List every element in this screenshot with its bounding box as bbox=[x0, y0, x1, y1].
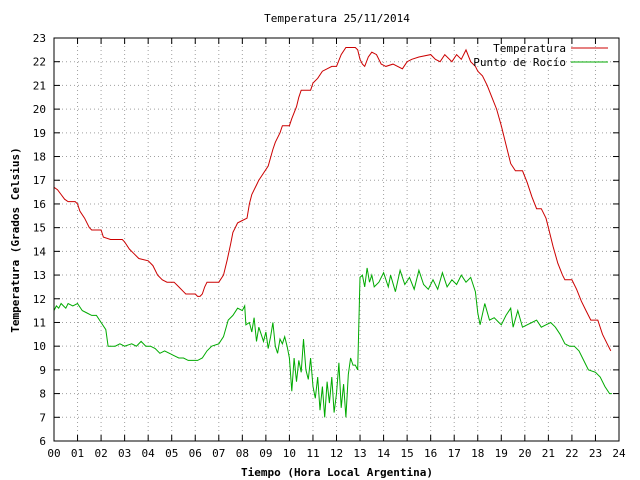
x-tick-label: 00 bbox=[47, 447, 60, 460]
x-tick-label: 23 bbox=[589, 447, 602, 460]
x-tick-label: 19 bbox=[495, 447, 508, 460]
x-tick-label: 15 bbox=[401, 447, 414, 460]
y-tick-label: 11 bbox=[33, 316, 46, 329]
y-tick-label: 12 bbox=[33, 293, 46, 306]
y-tick-label: 9 bbox=[39, 364, 46, 377]
y-tick-label: 6 bbox=[39, 435, 46, 448]
y-tick-label: 16 bbox=[33, 198, 46, 211]
y-tick-label: 7 bbox=[39, 411, 46, 424]
y-tick-label: 14 bbox=[33, 245, 47, 258]
x-tick-label: 12 bbox=[330, 447, 343, 460]
x-tick-label: 10 bbox=[283, 447, 296, 460]
legend-label: Punto de Rocío bbox=[473, 56, 566, 69]
series-line-temperatura bbox=[53, 47, 612, 352]
x-tick-label: 03 bbox=[118, 447, 131, 460]
chart-title: Temperatura 25/11/2014 bbox=[264, 12, 410, 25]
x-tick-label: 07 bbox=[212, 447, 225, 460]
y-tick-label: 21 bbox=[33, 79, 46, 92]
y-tick-label: 15 bbox=[33, 222, 46, 235]
y-tick-label: 19 bbox=[33, 127, 46, 140]
y-tick-label: 20 bbox=[33, 103, 46, 116]
x-tick-label: 17 bbox=[448, 447, 461, 460]
x-tick-label: 06 bbox=[189, 447, 202, 460]
x-tick-label: 21 bbox=[542, 447, 555, 460]
y-tick-label: 8 bbox=[39, 388, 46, 401]
x-tick-label: 05 bbox=[165, 447, 178, 460]
x-tick-label: 20 bbox=[518, 447, 531, 460]
x-tick-label: 24 bbox=[612, 447, 626, 460]
y-tick-label: 18 bbox=[33, 151, 46, 164]
x-tick-label: 02 bbox=[94, 447, 107, 460]
x-tick-label: 18 bbox=[471, 447, 484, 460]
x-axis-label: Tiempo (Hora Local Argentina) bbox=[241, 466, 433, 479]
y-tick-label: 22 bbox=[33, 56, 46, 69]
y-axis-label: Temperatura (Grados Celsius) bbox=[9, 147, 22, 332]
x-tick-label: 04 bbox=[142, 447, 156, 460]
y-tick-label: 17 bbox=[33, 174, 46, 187]
x-tick-label: 08 bbox=[236, 447, 249, 460]
ticks: 00 01 02 03 04 05 06 07 08 09 10 11 12 13 14 15 16 17 18 19… bbox=[33, 32, 626, 460]
x-tick-label: 13 bbox=[353, 447, 366, 460]
y-tick-label: 13 bbox=[33, 269, 46, 282]
x-tick-label: 22 bbox=[565, 447, 578, 460]
x-tick-label: 01 bbox=[71, 447, 84, 460]
series-line-punto-de-rocio bbox=[53, 267, 612, 418]
legend-label: Temperatura bbox=[493, 42, 566, 55]
x-tick-label: 11 bbox=[306, 447, 319, 460]
series-layer bbox=[53, 47, 612, 418]
y-tick-label: 10 bbox=[33, 340, 46, 353]
x-tick-label: 09 bbox=[259, 447, 272, 460]
x-tick-label: 16 bbox=[424, 447, 437, 460]
y-tick-label: 23 bbox=[33, 32, 46, 45]
x-tick-label: 14 bbox=[377, 447, 391, 460]
